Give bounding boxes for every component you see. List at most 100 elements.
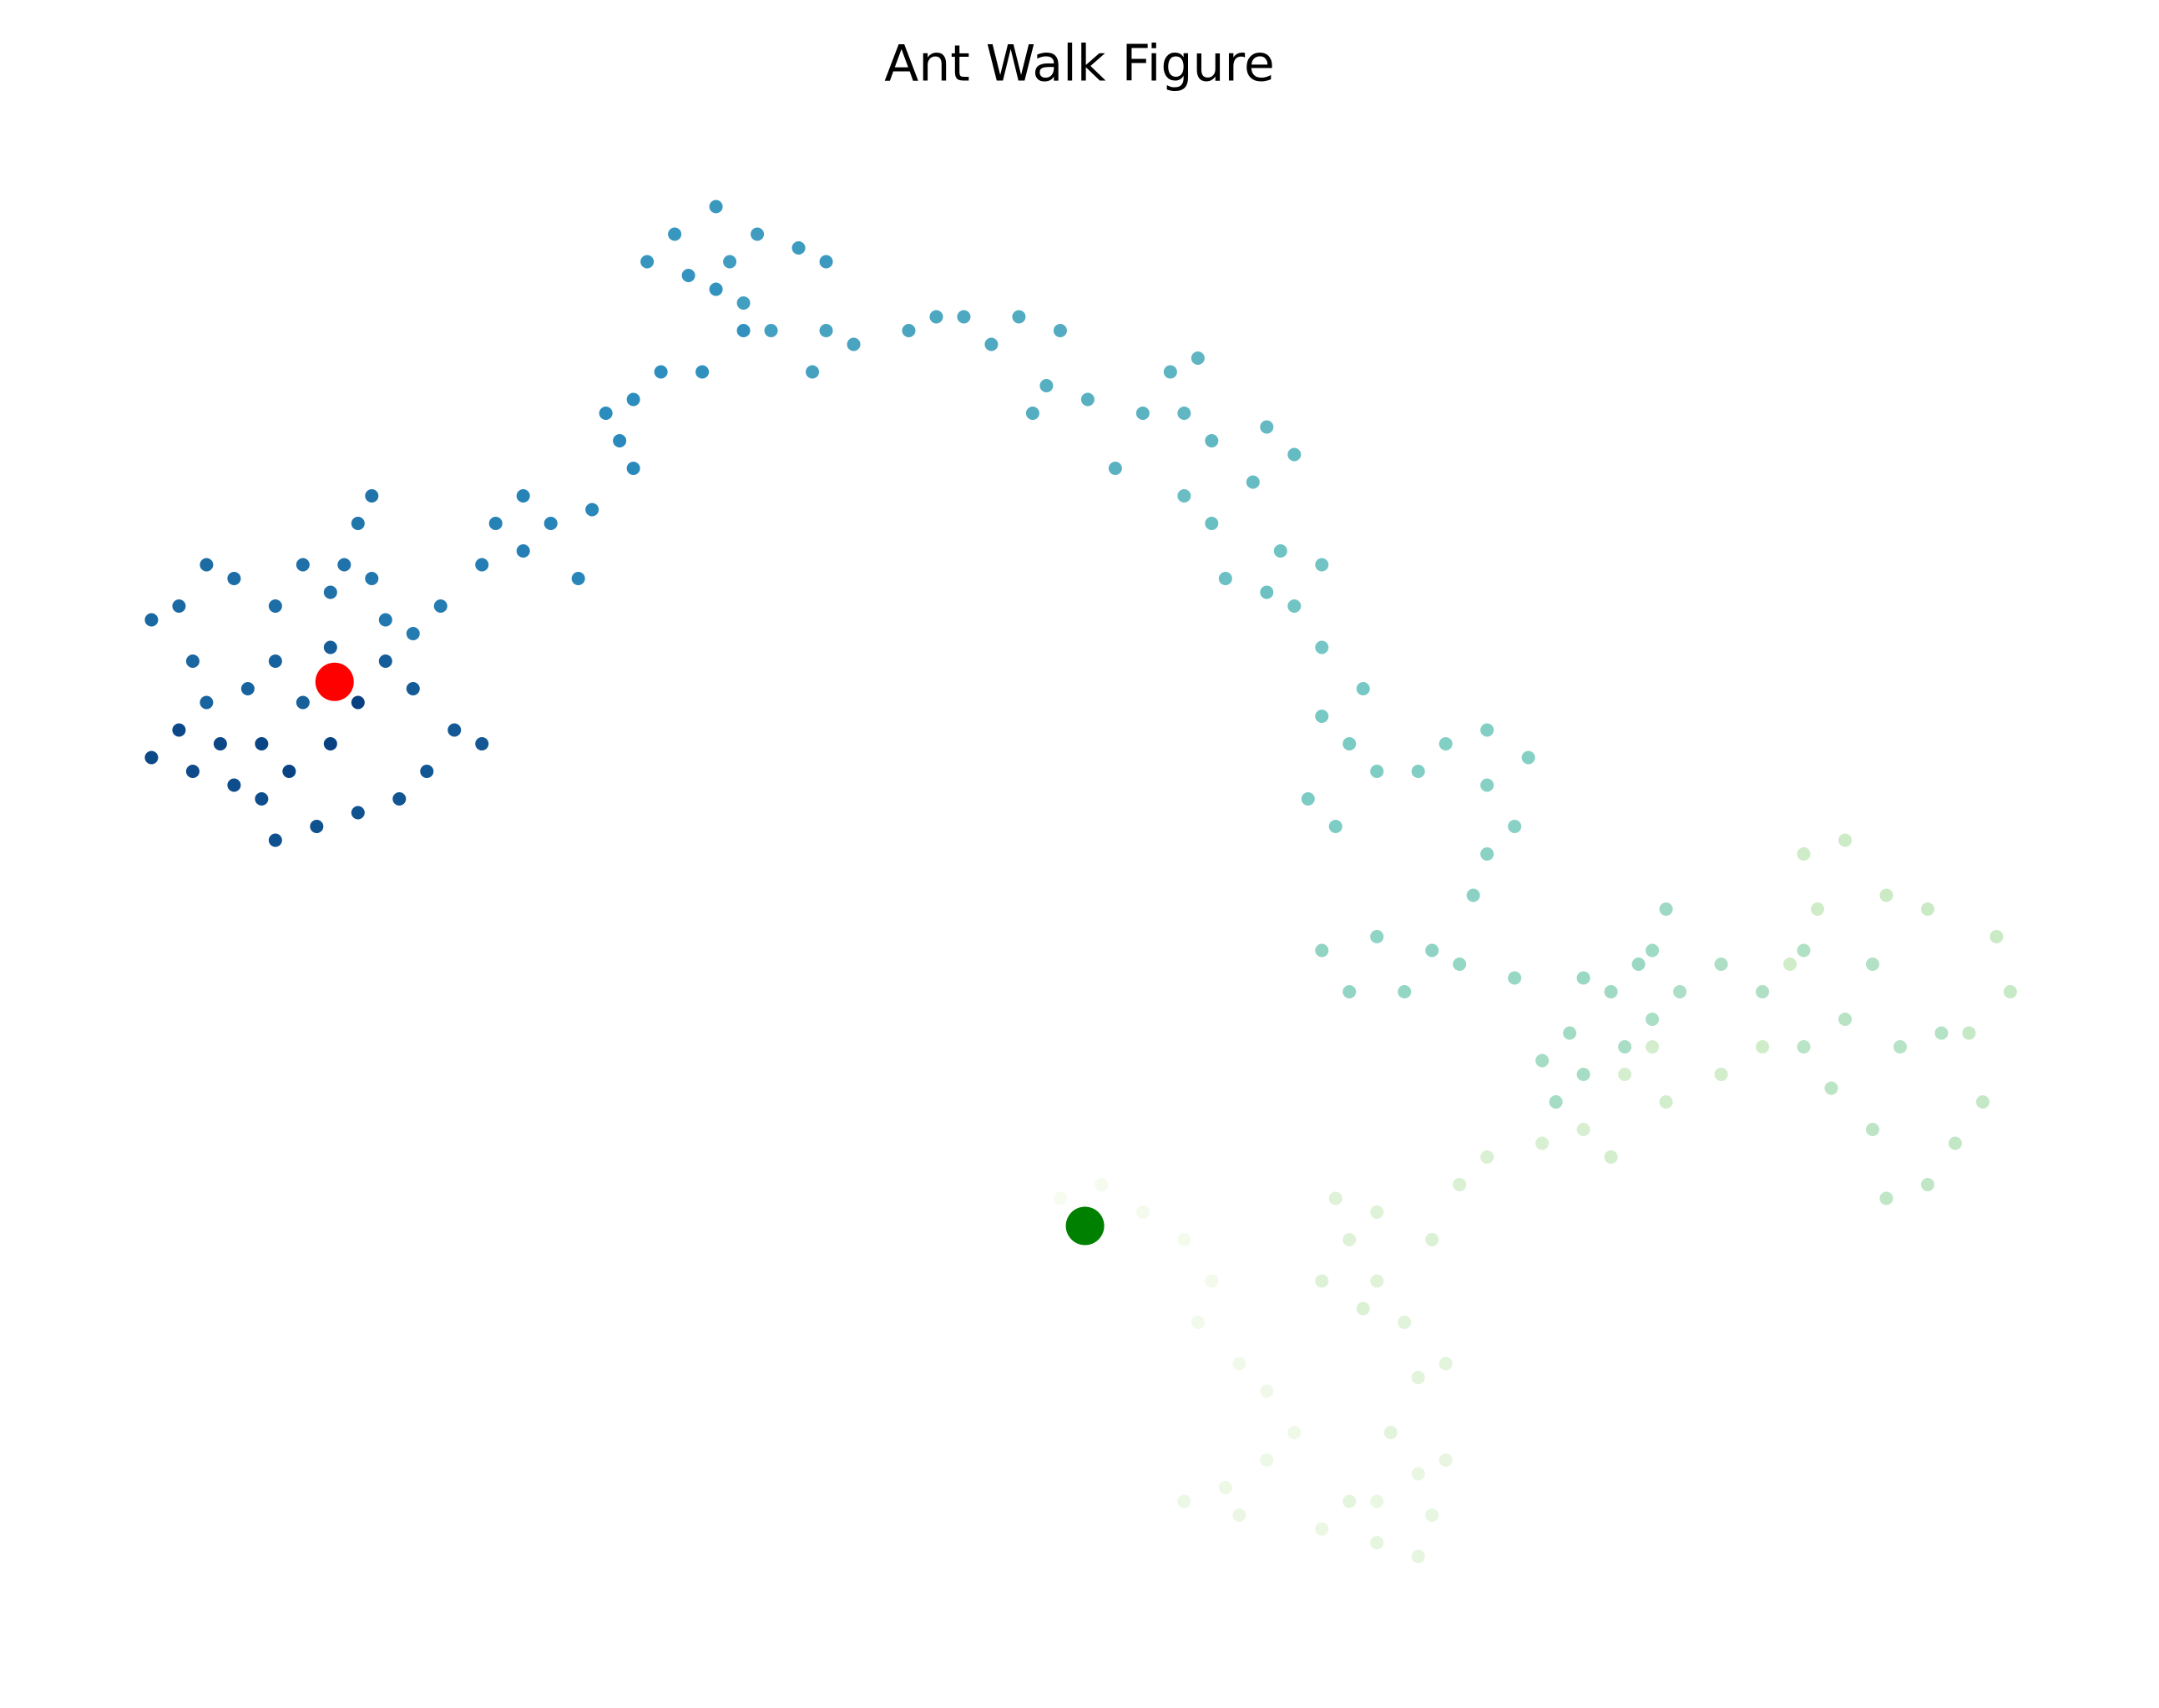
walk-point [626, 392, 640, 407]
walk-point [268, 599, 282, 613]
walk-point [1260, 1453, 1274, 1467]
walk-point [185, 765, 200, 778]
walk-point [1177, 407, 1191, 420]
walk-point [1480, 778, 1494, 792]
walk-point [1783, 958, 1797, 971]
walk-point [378, 613, 392, 627]
walk-point [1053, 1191, 1067, 1205]
walk-point [599, 407, 613, 420]
walk-point [1411, 1467, 1425, 1481]
walk-point [1411, 1549, 1425, 1564]
walk-point [1975, 1095, 1990, 1109]
walk-point [1563, 1026, 1577, 1040]
walk-point [1080, 392, 1095, 407]
walk-point [378, 654, 392, 668]
walk-point [1934, 1026, 1949, 1040]
walk-point [1411, 765, 1425, 778]
walk-point [736, 324, 751, 337]
walk-point [1287, 447, 1302, 462]
walk-point [929, 310, 943, 324]
walk-point [1218, 1481, 1232, 1494]
walk-point [1425, 1233, 1439, 1246]
walk-point [1508, 971, 1522, 985]
walk-point [1315, 943, 1329, 958]
walk-point [1328, 1191, 1342, 1205]
walk-point [172, 723, 186, 737]
walk-point [255, 737, 269, 750]
walk-point [1398, 985, 1412, 998]
walk-point [1177, 1494, 1191, 1508]
walk-point [1383, 1426, 1398, 1439]
walk-point [819, 255, 833, 269]
walk-point [185, 654, 200, 668]
walk-point [1631, 958, 1646, 971]
walk-point [1797, 943, 1811, 958]
walk-point [751, 227, 765, 241]
walk-point [1838, 1013, 1852, 1026]
walk-point [1246, 475, 1260, 489]
walk-point [1797, 847, 1811, 861]
walk-point [1962, 1026, 1976, 1040]
walk-point [571, 572, 585, 585]
walk-point [1438, 1453, 1453, 1467]
walk-point [1438, 737, 1453, 750]
walk-point [1879, 888, 1894, 902]
walk-point [1604, 1150, 1618, 1164]
walk-point [1673, 985, 1687, 998]
walk-point [1920, 1178, 1934, 1191]
walk-point [1535, 1054, 1550, 1068]
walk-point [1948, 1136, 1962, 1150]
walk-point [1466, 888, 1480, 902]
walk-point [1260, 585, 1274, 599]
walk-point [764, 324, 778, 337]
walk-point [1342, 985, 1357, 998]
walk-point [1191, 351, 1205, 365]
walk-point [1659, 1095, 1673, 1109]
walk-point [406, 682, 420, 695]
walk-point [392, 792, 407, 806]
walk-point [1342, 1233, 1357, 1246]
walk-point [337, 558, 351, 572]
walk-point [516, 544, 530, 558]
walk-point [1756, 1040, 1770, 1054]
walk-point [723, 255, 737, 269]
walk-point [1797, 1040, 1811, 1054]
walk-point [957, 310, 971, 324]
walk-point [847, 337, 861, 351]
walk-point [1838, 833, 1852, 847]
walk-point [1425, 943, 1439, 958]
walk-point [1328, 820, 1342, 833]
walk-point [240, 682, 255, 695]
walk-point [1453, 958, 1467, 971]
walk-point [984, 337, 999, 351]
walk-point [1315, 1522, 1329, 1536]
walk-point [1425, 1508, 1439, 1522]
walk-point [1646, 1040, 1660, 1054]
walk-point [1521, 750, 1535, 765]
walk-point [200, 695, 214, 710]
walk-point [2003, 985, 2017, 998]
walk-point [1535, 1136, 1550, 1150]
walk-point [1604, 985, 1618, 998]
walk-point [1205, 1274, 1219, 1288]
walk-point [406, 627, 420, 640]
walk-point [1508, 820, 1522, 833]
walk-point [1315, 1274, 1329, 1288]
walk-point [323, 640, 337, 654]
walk-point [310, 820, 324, 833]
walk-point [585, 503, 599, 517]
walk-point [819, 324, 833, 337]
walk-point [709, 200, 723, 214]
walk-point [1879, 1191, 1894, 1205]
walk-point [1659, 902, 1673, 916]
walk-point [420, 765, 434, 778]
walk-point [268, 833, 282, 847]
walk-point [1025, 407, 1039, 420]
walk-point [626, 462, 640, 475]
walk-point [488, 517, 503, 530]
walk-point [1646, 1013, 1660, 1026]
walk-point [1260, 420, 1274, 434]
walk-point [1039, 379, 1054, 392]
